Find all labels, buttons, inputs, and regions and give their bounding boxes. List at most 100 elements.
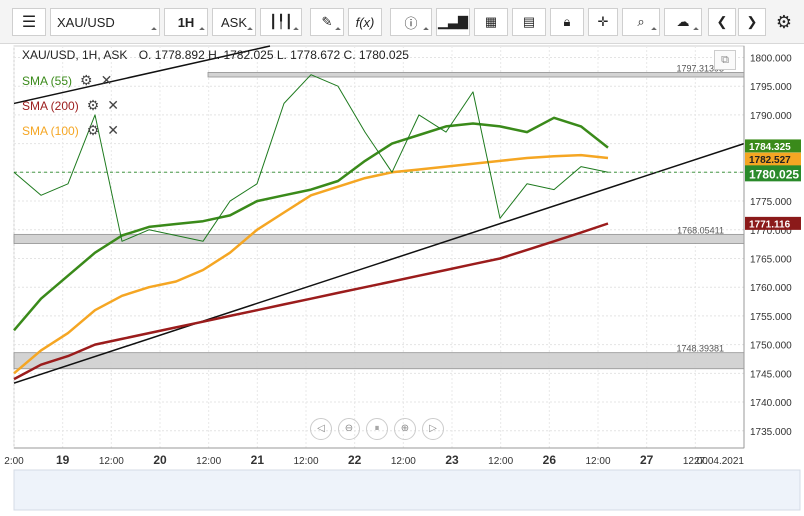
y-tick-label: 1800.000 (750, 53, 792, 64)
price-tag (745, 139, 801, 153)
trend-line (13, 45, 271, 105)
volume-button[interactable]: ▁▃▇ (436, 8, 470, 36)
expand-button[interactable]: ⧉ (714, 50, 736, 70)
legend-sma100[interactable]: SMA (100) ⚙ ✕ (22, 122, 119, 139)
legend-sma55[interactable]: SMA (55) ⚙ ✕ (22, 72, 112, 89)
x-tick-label: 12:00 (391, 456, 416, 467)
gear-icon: ⚙ (775, 11, 793, 32)
price-tag (745, 165, 801, 182)
document-icon: ▤ (522, 14, 536, 29)
function-label: f(x) (355, 14, 375, 30)
close-icon[interactable]: ✕ (107, 122, 119, 138)
y-tick-label: 1765.000 (750, 254, 792, 265)
gear-icon[interactable]: ⚙ (86, 97, 100, 113)
y-tick-label: 1795.000 (750, 82, 792, 93)
price-type-label: ASK (220, 14, 247, 30)
next-button[interactable]: ❯ (738, 8, 766, 36)
zone-label: 1768.05411 (677, 225, 724, 235)
price-chart[interactable]: 1797.31393 1768.05411 1748.39381 1735.000 1… (0, 44, 804, 511)
scroll-right-button[interactable]: ▷ (422, 418, 444, 440)
zoom-in-button[interactable]: ⊕ (394, 418, 416, 440)
ohlc-readout: XAU/USD, 1H, ASK O. 1778.892 H. 1782.025… (22, 48, 409, 62)
function-button[interactable]: f(x) (348, 8, 382, 36)
cloud-upload-icon: ☁ (676, 14, 690, 29)
timeframe-select[interactable]: 1H (164, 8, 208, 36)
candlestick-icon: ┃╿┃ (269, 14, 293, 29)
chart-area[interactable]: 1797.31393 1768.05411 1748.39381 1735.000 1… (0, 44, 804, 511)
menu-button[interactable]: ☰ (12, 8, 46, 36)
price-tag-label: 1771.116 (749, 219, 791, 230)
zoom-button[interactable]: ⌕ (622, 8, 660, 36)
reset-icon: ⏸ (374, 423, 380, 434)
x-tick-label: 2:00 (4, 456, 24, 467)
x-tick-label: 20 (153, 453, 167, 467)
ohlc-header: XAU/USD, 1H, ASK (22, 48, 128, 62)
calendar-icon: ▦ (484, 14, 498, 29)
x-tick-label: 12:00 (488, 456, 513, 467)
ohlc-values: O. 1778.892 H. 1782.025 L. 1778.672 C. 1… (138, 48, 409, 62)
x-tick-label: 21 (251, 453, 265, 467)
zone-label: 1748.39381 (676, 344, 724, 354)
y-tick-label: 1740.000 (750, 398, 792, 409)
gear-icon[interactable]: ⚙ (80, 72, 93, 88)
bars-icon: ▁▃▇ (438, 14, 468, 29)
x-tick-label: 27.04.2021 (694, 456, 744, 467)
settings-button[interactable]: ⚙ (770, 8, 798, 36)
plot-background (13, 45, 745, 449)
chart-type-button[interactable]: ┃╿┃ (260, 8, 302, 36)
zone-label: 1797.31393 (676, 63, 724, 73)
price-tag (745, 216, 801, 230)
triangle-left-icon: ◁ (317, 423, 325, 434)
lock-icon: 🔒︎ (563, 14, 571, 29)
price-type-select[interactable]: ASK (212, 8, 256, 36)
triangle-right-icon: ▷ (429, 423, 437, 434)
y-tick-label: 1735.000 (750, 427, 792, 438)
price-tag-label: 1780.025 (749, 167, 799, 181)
price-line (13, 74, 609, 242)
gear-icon[interactable]: ⚙ (86, 122, 100, 138)
x-tick-label: 12:00 (196, 456, 221, 467)
zoom-out-icon: ⊖ (344, 423, 354, 434)
chevron-right-icon: ❯ (746, 14, 758, 29)
toolbar: ☰ XAU/USD 1H ASK ┃╿┃ ✎ f(x) ⓘ ▁▃▇ ▦ ▤ 🔒︎… (0, 0, 804, 44)
cloud-button[interactable]: ☁ (664, 8, 702, 36)
close-icon[interactable]: ✕ (100, 72, 113, 88)
price-tag-label: 1784.325 (749, 142, 791, 153)
scroll-left-button[interactable]: ◁ (310, 418, 332, 440)
sma-line (13, 222, 609, 381)
sma-line (13, 116, 609, 332)
navigation-controls: ◁ ⊖ ⏸ ⊕ ▷ (310, 418, 444, 440)
expand-icon: ⧉ (721, 54, 729, 66)
info-icon: ⓘ (404, 15, 418, 31)
symbol-select[interactable]: XAU/USD (50, 8, 160, 36)
y-tick-label: 1770.000 (750, 226, 792, 237)
price-tag (745, 152, 801, 166)
y-tick-label: 1750.000 (750, 341, 792, 352)
reset-button[interactable]: ⏸ (366, 418, 388, 440)
calendar-button[interactable]: ▦ (474, 8, 508, 36)
support-zone (13, 352, 745, 370)
legend-sma200-label: SMA (200) (22, 98, 79, 113)
magnifier-icon: ⌕ (637, 14, 645, 29)
lock-button[interactable]: 🔒︎ (550, 8, 584, 36)
symbol-label: XAU/USD (57, 14, 115, 30)
x-tick-label: 23 (445, 453, 459, 467)
close-icon[interactable]: ✕ (107, 97, 119, 113)
y-tick-label: 1775.000 (750, 197, 792, 208)
x-tick-label: 12:00 (683, 456, 708, 467)
legend-sma200[interactable]: SMA (200) ⚙ ✕ (22, 97, 119, 114)
crosshair-icon: ✛ (597, 14, 609, 29)
draw-button[interactable]: ✎ (310, 8, 344, 36)
y-tick-label: 1755.000 (750, 312, 792, 323)
crosshair-button[interactable]: ✛ (588, 8, 618, 36)
x-tick-label: 26 (543, 453, 557, 467)
news-button[interactable]: ▤ (512, 8, 546, 36)
info-button[interactable]: ⓘ (390, 8, 432, 36)
y-tick-label: 1745.000 (750, 369, 792, 380)
x-tick-label: 12:00 (99, 456, 124, 467)
zoom-out-button[interactable]: ⊖ (338, 418, 360, 440)
prev-button[interactable]: ❮ (708, 8, 736, 36)
sma-line (13, 153, 609, 375)
timeframe-label: 1H (177, 14, 195, 30)
y-tick-label: 1790.000 (750, 111, 792, 122)
